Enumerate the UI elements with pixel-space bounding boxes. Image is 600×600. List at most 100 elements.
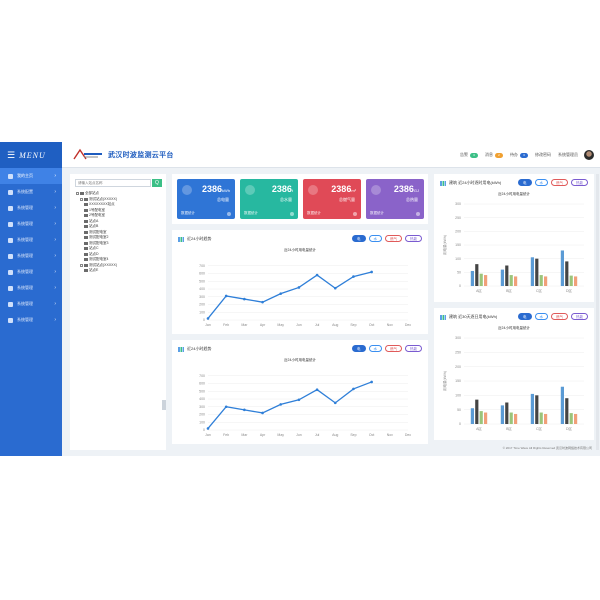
- search-button[interactable]: Q: [152, 179, 162, 187]
- folder-icon: [84, 197, 88, 201]
- summary-card[interactable]: 2386t 总水量 数据统计: [240, 179, 298, 219]
- chevron-right-icon: ›: [54, 301, 56, 307]
- expand-icon[interactable]: [76, 192, 79, 196]
- sidebar-item[interactable]: 系统管理 ›: [0, 216, 62, 232]
- y-tick-label: 0: [459, 284, 461, 288]
- summary-card[interactable]: 2386kWh 总电量 数据统计: [177, 179, 235, 219]
- bar: [544, 413, 548, 424]
- tree-node-label: 站点A: [89, 218, 99, 223]
- tree-node[interactable]: 站点C: [76, 246, 162, 252]
- energy-toggle: 电 水 燃气 热能: [349, 345, 422, 352]
- bar: [569, 275, 573, 286]
- x-tick-label: Sep: [350, 323, 356, 327]
- chart-subtitle: 近24小时用电量统计: [498, 326, 530, 330]
- more-icon[interactable]: [353, 212, 357, 216]
- line-chart: 0 100 200 300 400 500 600 700 Jan Feb Mar Apr May Jun…: [199, 264, 411, 327]
- menu-header[interactable]: ☰ MENU: [0, 142, 62, 168]
- tree-node[interactable]: 1号配电室: [76, 208, 162, 214]
- tree-node[interactable]: 测试配电室4: [76, 257, 162, 263]
- sidebar-item[interactable]: 系统配置 ›: [0, 184, 62, 200]
- sidebar-item-label: 系统管理: [17, 237, 33, 242]
- heat-button[interactable]: 热能: [571, 313, 588, 320]
- x-tick-label: A区: [476, 289, 482, 293]
- tree-node[interactable]: 测试配电室: [76, 230, 162, 236]
- sidebar-item[interactable]: 系统管理 ›: [0, 312, 62, 328]
- more-icon[interactable]: [416, 212, 420, 216]
- card-value: 2386t: [272, 184, 293, 194]
- tree-node[interactable]: 站点B: [76, 224, 162, 230]
- gas-button[interactable]: 燃气: [551, 313, 568, 320]
- electric-button[interactable]: 电: [518, 179, 532, 186]
- sidebar-item[interactable]: 系统管理 ›: [0, 296, 62, 312]
- message-badge: 2: [495, 152, 503, 158]
- gas-button[interactable]: 燃气: [551, 179, 568, 186]
- electric-button[interactable]: 电: [352, 345, 366, 352]
- chevron-right-icon: ›: [54, 285, 56, 291]
- sidebar-item[interactable]: 系统管理 ›: [0, 232, 62, 248]
- heat-button[interactable]: 热能: [405, 235, 422, 242]
- folder-icon: [84, 230, 88, 234]
- user-name[interactable]: 系统管理员: [558, 152, 578, 157]
- tree-node-label: 全部站点: [85, 191, 99, 196]
- tree-node[interactable]: 测试站点(XXXXX): [76, 197, 162, 203]
- folder-icon: [84, 203, 88, 207]
- summary-card[interactable]: 2386m³ 总燃气量 数据统计: [303, 179, 361, 219]
- tree-scrollbar[interactable]: [162, 400, 166, 410]
- x-tick-label: Nov: [387, 323, 393, 327]
- site-search-input[interactable]: [75, 179, 151, 187]
- data-point: [206, 427, 210, 430]
- y-tick-label: 300: [199, 295, 205, 299]
- chart-subtitle: 近24小时用电量统计: [284, 248, 316, 252]
- alarm-link[interactable]: 告警 3: [460, 152, 478, 158]
- bar: [505, 402, 509, 424]
- expand-icon[interactable]: [80, 263, 83, 267]
- tree-node[interactable]: 全部站点: [76, 191, 162, 197]
- water-button[interactable]: 水: [368, 235, 382, 242]
- tree-node[interactable]: 站点D: [76, 252, 162, 258]
- heat-button[interactable]: 热能: [405, 345, 422, 352]
- x-tick-label: Mar: [241, 433, 248, 437]
- avatar[interactable]: [584, 150, 594, 160]
- water-button[interactable]: 水: [368, 345, 382, 352]
- sidebar-item[interactable]: 系统管理 ›: [0, 264, 62, 280]
- water-button[interactable]: 水: [534, 179, 548, 186]
- tree-node[interactable]: XXXXXXXX站点: [76, 202, 162, 208]
- menu-item-icon: [8, 253, 13, 259]
- electric-button[interactable]: 电: [518, 313, 532, 320]
- data-point: [333, 286, 337, 290]
- gas-button[interactable]: 燃气: [385, 345, 402, 352]
- sidebar-item[interactable]: 系统管理 ›: [0, 248, 62, 264]
- tree-node[interactable]: 站点E: [76, 268, 162, 274]
- page-scrollbar[interactable]: [596, 174, 599, 450]
- message-link[interactable]: 消息 2: [485, 152, 503, 158]
- todo-badge: 3: [520, 152, 528, 158]
- tree-node[interactable]: 站点A: [76, 219, 162, 225]
- tree-node-label: 站点B: [89, 224, 99, 229]
- tree-node[interactable]: 测试配电室2: [76, 235, 162, 241]
- folder-icon: [84, 236, 88, 240]
- x-tick-label: A区: [476, 427, 482, 431]
- heat-button[interactable]: 热能: [571, 179, 588, 186]
- expand-icon[interactable]: [80, 197, 83, 201]
- change-password-link[interactable]: 修改密码: [535, 152, 551, 157]
- x-tick-label: Jan: [205, 323, 211, 327]
- tree-node[interactable]: 2号配电室: [76, 213, 162, 219]
- y-tick-label: 100: [199, 420, 205, 424]
- y-tick-label: 150: [455, 379, 461, 383]
- x-tick-label: Dec: [405, 323, 411, 327]
- tree-node[interactable]: 测试配电室3: [76, 241, 162, 247]
- gas-button[interactable]: 燃气: [385, 235, 402, 242]
- chevron-right-icon: ›: [54, 221, 56, 227]
- electric-button[interactable]: 电: [352, 235, 366, 242]
- hamburger-icon[interactable]: ☰: [7, 149, 16, 160]
- sidebar-item[interactable]: 系统管理 ›: [0, 200, 62, 216]
- sidebar-item[interactable]: 系统管理 ›: [0, 280, 62, 296]
- water-button[interactable]: 水: [534, 313, 548, 320]
- more-icon[interactable]: [290, 212, 294, 216]
- sidebar-item[interactable]: 我的主页 ›: [0, 168, 62, 184]
- bar: [509, 275, 513, 286]
- more-icon[interactable]: [227, 212, 231, 216]
- tree-node[interactable]: 测试站点(XXXXX): [76, 263, 162, 269]
- summary-card[interactable]: 2386GJ 总热量 数据统计: [366, 179, 424, 219]
- todo-link[interactable]: 待办 3: [510, 152, 528, 158]
